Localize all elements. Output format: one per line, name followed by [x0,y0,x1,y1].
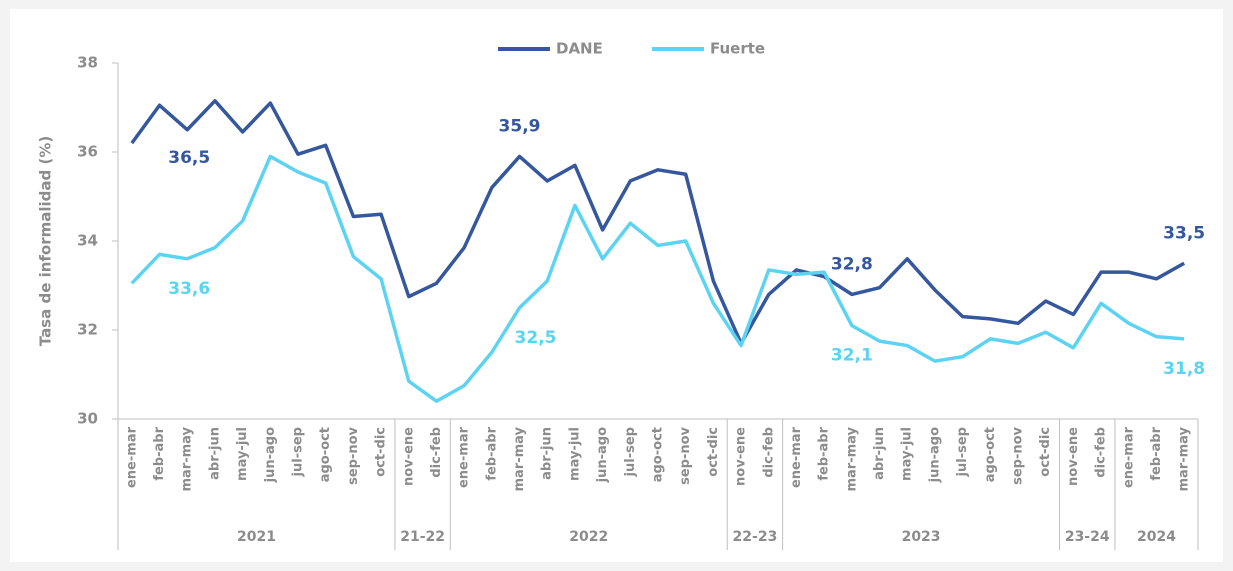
x-tick-label: jun-ago [263,427,278,483]
data-label: 35,9 [499,116,541,136]
x-tick-label: ago-oct [318,427,333,482]
line-series [130,154,1185,403]
x-tick-label: jul-sep [623,427,638,477]
x-tick-label: may-jul [567,427,582,481]
x-tick-label: jul-sep [955,427,970,477]
x-tick-label: feb-abr [484,426,499,480]
data-label: 32,5 [515,328,557,348]
x-tick-label: ago-oct [983,427,998,482]
x-tick-label: dic-feb [429,427,444,478]
x-tick-label: mar-may [180,426,195,491]
x-tick-label: may-jul [900,427,915,481]
x-tick-label: feb-abr [817,426,832,480]
x-tick-label: abr-jun [872,427,887,480]
x-tick-label: feb-abr [1149,426,1164,480]
x-tick-label: jul-sep [291,427,306,477]
x-tick-label: ene-mar [789,426,804,488]
x-tick-label: oct-dic [1038,427,1053,477]
x-tick-label: jun-ago [595,427,610,483]
data-label: 32,1 [831,346,873,366]
y-tick-label: 36 [77,143,98,161]
y-tick-label: 32 [77,321,98,339]
x-tick-label: sep-nov [1011,426,1026,484]
x-group-label: 23-24 [1065,529,1110,545]
x-tick-label: mar-may [1177,426,1192,491]
x-tick-label: nov-ene [734,427,749,486]
x-tick-label: ago-oct [651,427,666,482]
line-series [130,99,1186,346]
x-tick-label: dic-feb [1094,427,1109,478]
x-tick-label: oct-dic [374,427,389,477]
y-tick-label: 30 [77,410,98,428]
x-tick-label: mar-may [844,426,859,491]
x-group-label: 2023 [902,529,941,545]
x-tick-label: ene-mar [124,426,139,488]
y-axis-label: Tasa de informalidad (%) [37,136,55,346]
x-group-label: 22-23 [733,529,778,545]
data-label: 33,6 [168,279,210,299]
x-tick-label: abr-jun [540,427,555,480]
data-label: 32,8 [831,254,873,274]
data-label: 36,5 [168,148,210,168]
y-tick-label: 34 [77,232,98,250]
x-group-label: 2024 [1137,529,1176,545]
x-tick-label: ene-mar [457,426,472,488]
legend-label: Fuerte [710,40,765,58]
legend-label: DANE [556,40,603,58]
y-tick-label: 38 [77,54,98,72]
x-tick-label: abr-jun [207,427,222,480]
x-tick-label: oct-dic [706,427,721,477]
x-tick-label: mar-may [512,426,527,491]
panel [10,9,1223,562]
x-tick-label: sep-nov [346,426,361,484]
x-group-label: 2022 [569,529,608,545]
x-tick-label: may-jul [235,427,250,481]
x-tick-label: jun-ago [927,427,942,483]
x-group-label: 2021 [237,529,276,545]
x-tick-label: feb-abr [152,426,167,480]
data-label: 33,5 [1163,223,1205,243]
x-tick-label: nov-ene [401,427,416,486]
x-tick-label: nov-ene [1066,427,1081,486]
x-tick-label: ene-mar [1121,426,1136,488]
data-label: 31,8 [1163,359,1205,379]
x-tick-label: sep-nov [678,426,693,484]
x-tick-label: dic-feb [761,427,776,478]
x-group-label: 21-22 [400,529,445,545]
